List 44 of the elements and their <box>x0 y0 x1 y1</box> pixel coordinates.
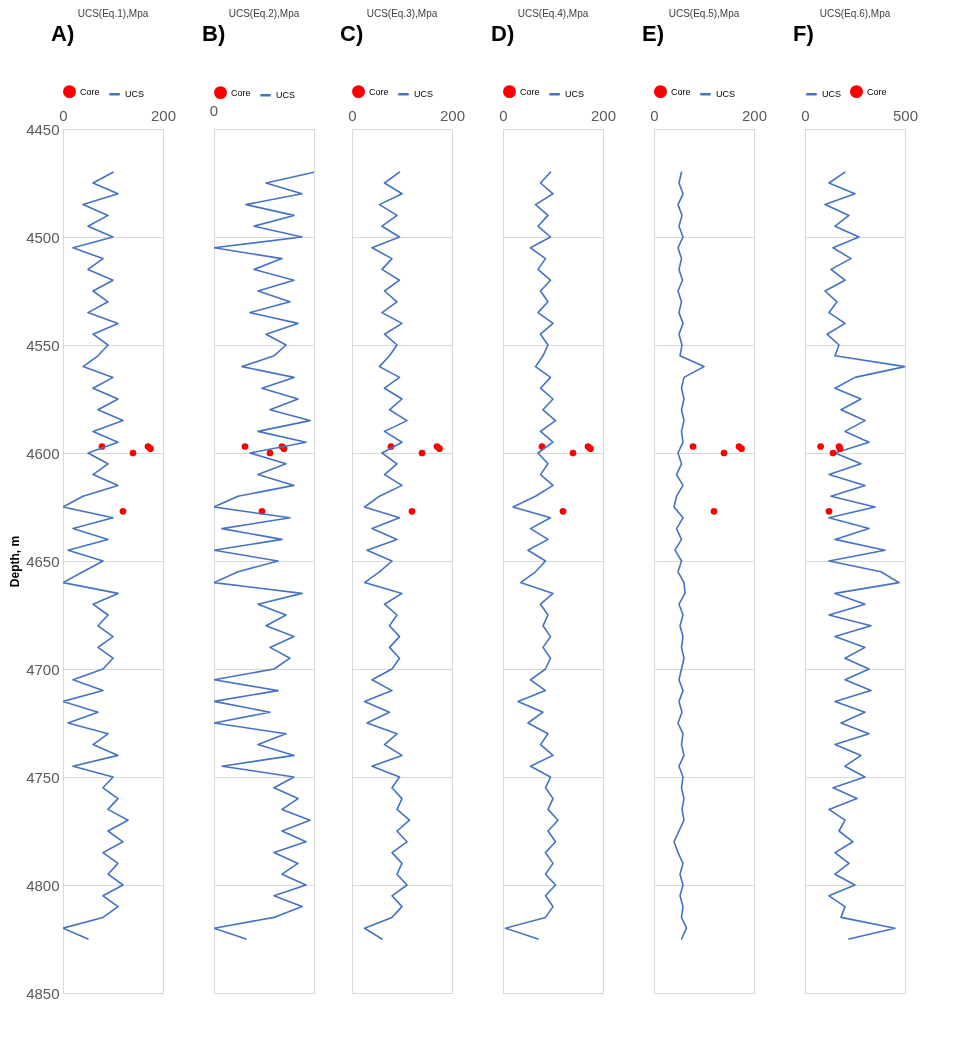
x-tick-label: 200 <box>439 106 466 124</box>
text: F) <box>793 21 814 46</box>
legend-label: Core <box>231 87 251 98</box>
chart-title: UCS(Eq.4),Mpa <box>517 8 589 19</box>
legend-label: UCS <box>565 89 585 100</box>
x-tick-label: 0 <box>59 106 68 124</box>
y-tick-label: 4700 <box>26 660 60 678</box>
legend-label: Core <box>80 86 100 97</box>
chart-title: UCS(Eq.5),Mpa <box>668 8 740 19</box>
y-axis-title: Depth, m <box>8 535 23 588</box>
y-tick-label: 4600 <box>26 444 60 462</box>
y-tick-label: 4650 <box>26 552 60 570</box>
legend-label: UCS <box>276 90 296 101</box>
y-tick-label: 4800 <box>26 876 60 894</box>
y-tick-label: 4850 <box>26 984 60 1002</box>
legend-label: Core <box>369 86 389 97</box>
legend-label: Core <box>867 86 887 97</box>
x-tick-label: 500 <box>892 106 919 124</box>
chart-title: UCS(Eq.2),Mpa <box>228 8 300 19</box>
chart-title: UCS(Eq.6),Mpa <box>819 8 891 19</box>
x-tick-label: 0 <box>499 106 508 124</box>
x-tick-label: 0 <box>801 106 810 124</box>
chart-title: UCS(Eq.1),Mpa <box>77 8 149 19</box>
legend-label: Core <box>520 86 540 97</box>
x-tick-label: 200 <box>590 106 617 124</box>
chart-title: UCS(Eq.3),Mpa <box>366 8 438 19</box>
legend-label: UCS <box>414 89 434 100</box>
text: B) <box>202 21 226 46</box>
x-tick-label: 0 <box>348 106 357 124</box>
legend-label: Core <box>671 86 691 97</box>
legend-label: UCS <box>125 89 145 100</box>
y-tick-label: 4750 <box>26 768 60 786</box>
text: C) <box>340 21 364 46</box>
y-tick-label: 4450 <box>26 120 60 138</box>
text: D) <box>491 21 515 46</box>
x-tick-label: 200 <box>741 106 768 124</box>
y-tick-label: 4500 <box>26 228 60 246</box>
legend-label: UCS <box>822 89 842 100</box>
x-tick-label: 0 <box>650 106 659 124</box>
y-tick-label: 4550 <box>26 336 60 354</box>
text: A) <box>51 21 75 46</box>
x-tick-label: 200 <box>150 106 177 124</box>
text: E) <box>642 21 664 46</box>
legend-label: UCS <box>716 89 736 100</box>
